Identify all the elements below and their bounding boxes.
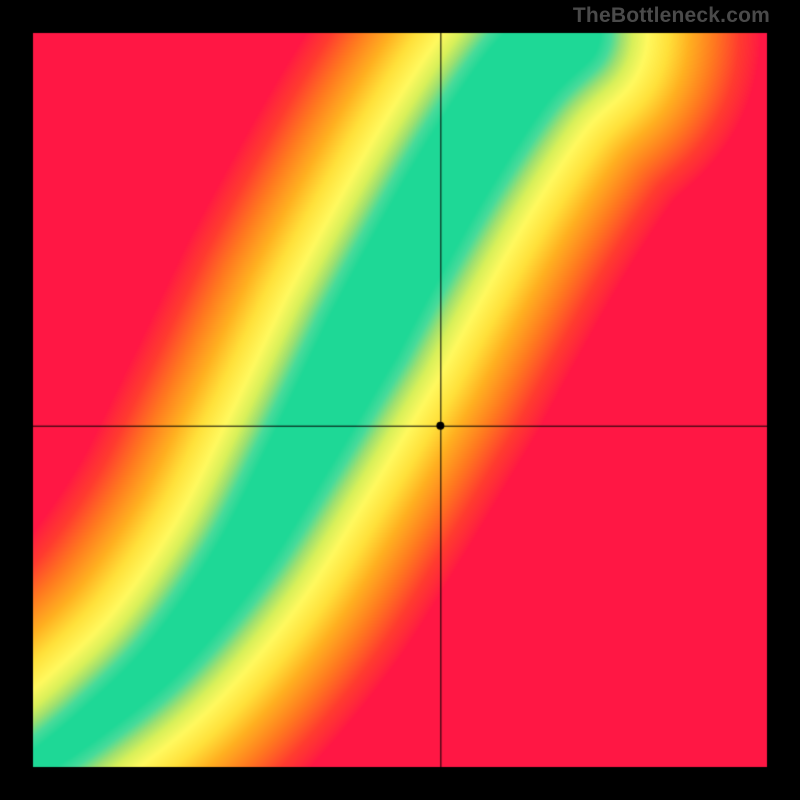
chart-container: TheBottleneck.com — [0, 0, 800, 800]
watermark-label: TheBottleneck.com — [573, 4, 770, 28]
bottleneck-heatmap — [0, 0, 800, 800]
